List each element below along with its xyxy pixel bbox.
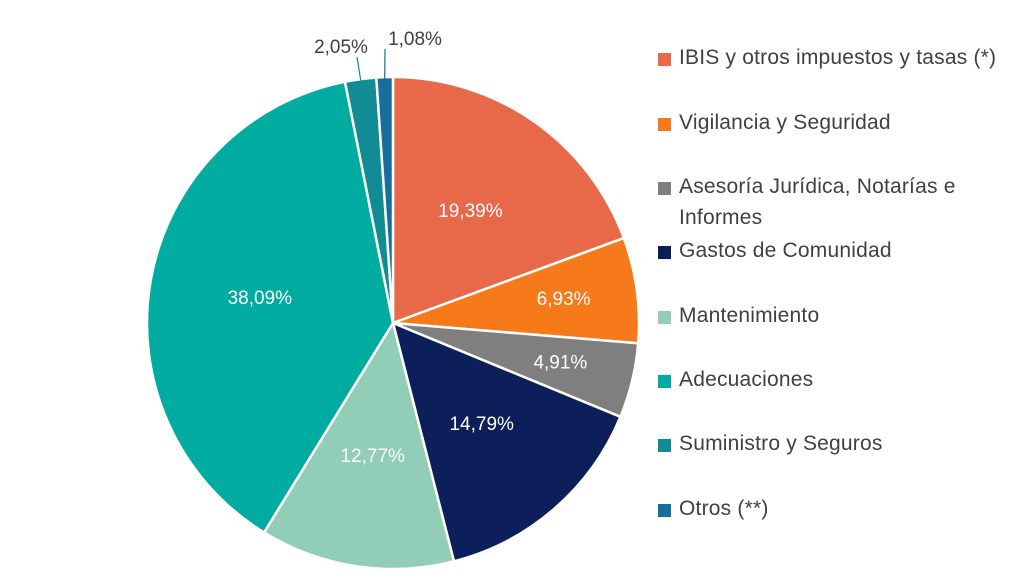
pie-slices (145, 75, 641, 571)
legend-label: Mantenimiento (679, 304, 820, 327)
legend-swatch (658, 311, 671, 324)
slice-label-otros: 1,08% (388, 29, 442, 50)
legend-swatch (658, 439, 671, 452)
legend-item-asesoria: Asesoría Jurídica, Notarías e Informes (658, 171, 1018, 233)
legend-label: IBIS y otros impuestos y tasas (*) (679, 46, 997, 69)
slice-label-mantenimiento: 12,77% (340, 446, 405, 467)
legend-item-adecuaciones: Adecuaciones (658, 364, 1018, 395)
legend-swatch (658, 246, 671, 259)
slice-label-adecuaciones: 38,09% (228, 288, 293, 309)
pie-slice-vigilancia (391, 236, 641, 345)
slice-label-vigilancia: 6,93% (537, 289, 591, 310)
legend-item-otros: Otros (**) (658, 493, 1018, 524)
legend-item-mantenimiento: Mantenimiento (658, 300, 1018, 331)
legend-swatch (658, 182, 671, 195)
legend-label: Adecuaciones (679, 368, 814, 391)
slice-label-comunidad: 14,79% (449, 414, 514, 435)
legend-label: Asesoría Jurídica, Notarías e Informes (679, 175, 956, 229)
pie-slice-mantenimiento (262, 321, 456, 571)
legend-item-ibis: IBIS y otros impuestos y tasas (*) (658, 42, 1018, 73)
slice-labels: 19,39% 6,93% 4,91% 14,79% 12,77% 38,09% 2,05% 1… (228, 29, 591, 467)
legend-item-comunidad: Gastos de Comunidad (658, 235, 1018, 266)
leader-line-suministro (356, 56, 362, 82)
slice-label-suministro: 2,05% (314, 37, 368, 58)
legend-swatch (658, 118, 671, 131)
legend-item-suministro: Suministro y Seguros (658, 428, 1018, 459)
pie-slice-ibis (391, 75, 626, 325)
slice-label-ibis: 19,39% (438, 201, 503, 222)
legend-swatch (658, 504, 671, 517)
legend-label: Otros (**) (679, 497, 769, 520)
pie-slice-adecuaciones (145, 80, 395, 534)
legend-swatch (658, 53, 671, 66)
legend-swatch (658, 375, 671, 388)
legend-item-vigilancia: Vigilancia y Seguridad (658, 107, 1018, 138)
pie-slice-comunidad (391, 321, 622, 563)
leader-lines (356, 48, 386, 82)
legend-label: Gastos de Comunidad (679, 239, 892, 262)
slice-label-asesoria: 4,91% (533, 352, 587, 373)
legend-label: Vigilancia y Seguridad (679, 111, 891, 134)
legend-label: Suministro y Seguros (679, 432, 883, 455)
